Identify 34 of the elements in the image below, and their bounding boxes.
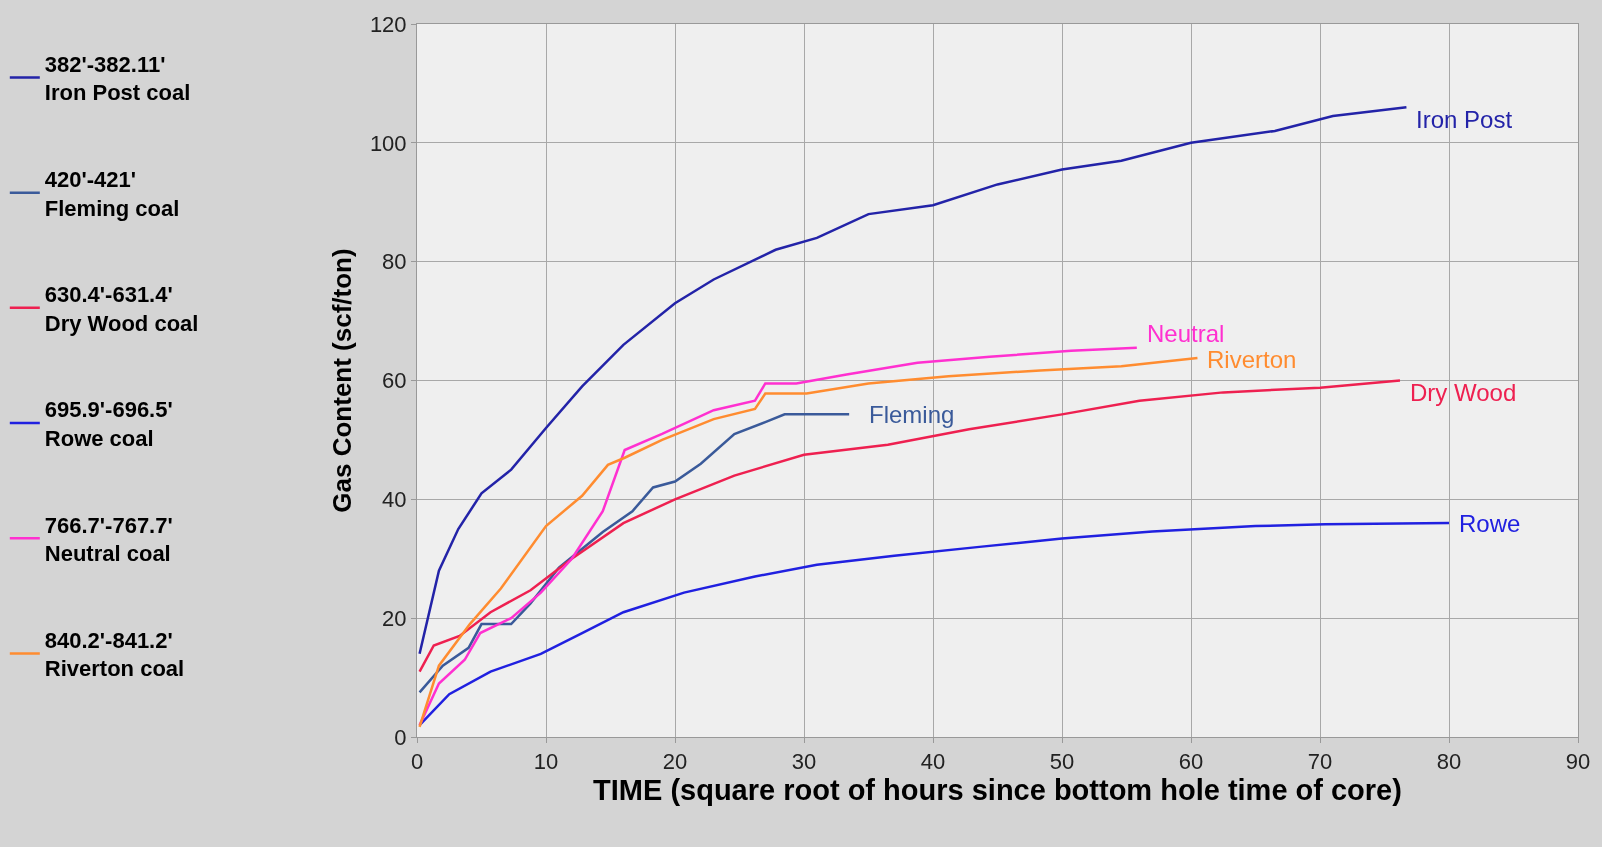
annotation: Riverton	[1207, 346, 1297, 373]
line-series	[418, 413, 851, 694]
y-tick-label: 120	[369, 11, 407, 37]
x-tick-label: 10	[533, 749, 559, 775]
y-tick-label: 20	[382, 605, 407, 631]
annotation: Iron Post	[1416, 106, 1513, 133]
annotation: Rowe	[1459, 510, 1521, 537]
x-tick-label: 0	[410, 749, 424, 775]
x-tick-label: 90	[1565, 749, 1591, 775]
legend-label: 695.9'-696.5' Rowe coal	[44, 397, 173, 451]
annotation: Fleming	[869, 401, 955, 428]
y-tick-label: 100	[369, 130, 407, 156]
line-series	[418, 379, 1402, 673]
x-tick-label: 70	[1307, 749, 1333, 775]
y-tick-label: 0	[394, 724, 407, 750]
y-tick-label: 80	[382, 249, 407, 275]
y-tick-label: 60	[382, 368, 407, 394]
x-tick-label: 80	[1436, 749, 1462, 775]
legend-label: 420'-421' Fleming coal	[44, 166, 180, 221]
annotation: Neutral	[1147, 320, 1225, 347]
legend-label: 766.7'-767.7' Neutral coal	[44, 512, 173, 567]
line-series	[418, 105, 1408, 656]
legend-label: 382'-382.11' Iron Post coal	[44, 51, 191, 106]
y-axis-title: Gas Content (scf/ton)	[327, 248, 358, 513]
x-tick-label: 40	[920, 749, 946, 775]
x-axis-title: TIME (square root of hours since bottom hole time of core)	[593, 774, 1402, 807]
x-tick-label: 20	[662, 749, 688, 775]
x-tick-label: 50	[1049, 749, 1075, 775]
annotation: Dry Wood	[1410, 379, 1517, 406]
x-tick-label: 30	[791, 749, 817, 775]
y-tick-label: 40	[382, 487, 407, 513]
legend-label: 630.4'-631.4' Dry Wood coal	[44, 282, 199, 336]
x-tick-label: 60	[1178, 749, 1204, 775]
legend-label: 840.2'-841.2' Riverton coal	[44, 627, 185, 682]
